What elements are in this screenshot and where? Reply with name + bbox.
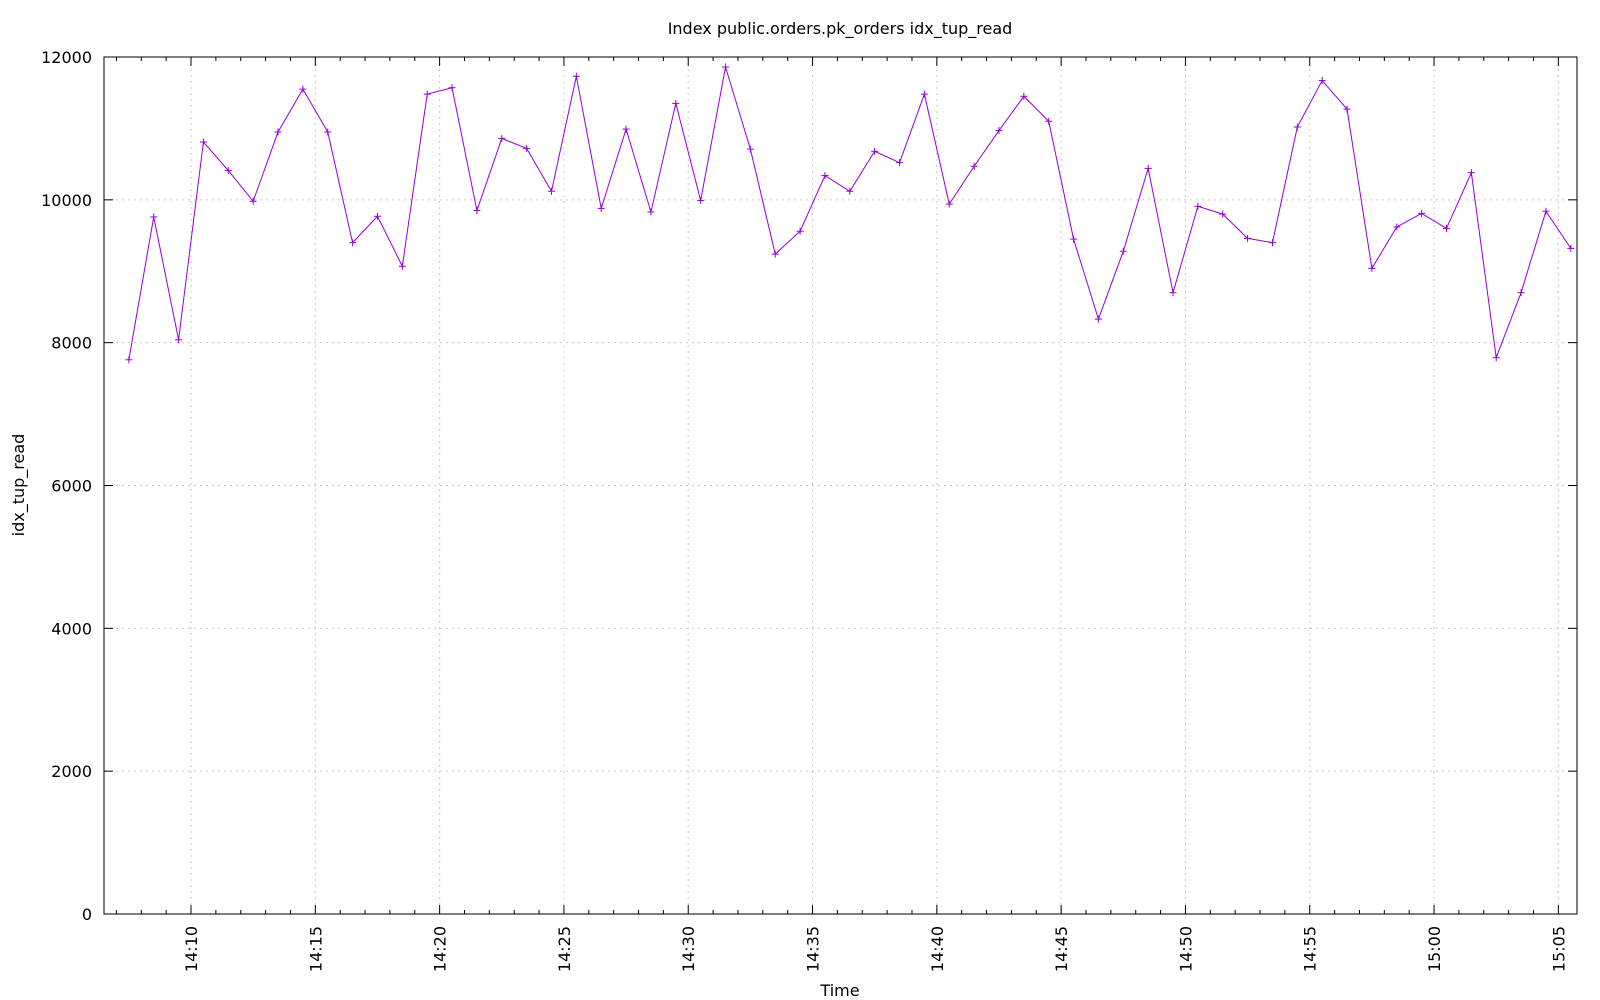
data-point xyxy=(746,145,754,153)
data-point xyxy=(1393,223,1401,231)
data-point xyxy=(523,144,531,152)
x-tick-label: 14:25 xyxy=(555,926,574,972)
data-point xyxy=(722,63,730,71)
y-tick-label: 4000 xyxy=(51,619,92,638)
data-point xyxy=(622,125,630,133)
data-point xyxy=(672,99,680,107)
y-tick-label: 2000 xyxy=(51,762,92,781)
axis-ticks: 0 2000 4000 6000 8000 10000 12000 14:10 14:15 14:… xyxy=(41,48,1577,972)
x-tick-label: 14:35 xyxy=(804,926,823,972)
y-tick-label: 6000 xyxy=(51,477,92,496)
x-tick-label: 15:05 xyxy=(1549,926,1568,972)
data-point xyxy=(473,207,481,215)
series-layer xyxy=(125,63,1575,364)
data-point xyxy=(1492,354,1500,362)
data-point xyxy=(1169,289,1177,297)
data-point xyxy=(349,239,357,247)
data-point xyxy=(572,72,580,80)
data-point xyxy=(199,138,207,146)
x-tick-label: 14:55 xyxy=(1301,926,1320,972)
data-point xyxy=(1467,169,1475,177)
data-point xyxy=(821,172,829,180)
y-tick-label: 12000 xyxy=(41,48,92,67)
data-point xyxy=(597,204,605,212)
data-point xyxy=(1070,235,1078,243)
x-axis-title: Time xyxy=(819,981,859,1000)
data-point xyxy=(498,134,506,142)
data-point xyxy=(1418,209,1426,217)
data-point xyxy=(1268,239,1276,247)
data-point xyxy=(175,336,183,344)
x-tick-label: 15:00 xyxy=(1425,926,1444,972)
data-point xyxy=(125,356,133,364)
data-point xyxy=(448,84,456,92)
data-point xyxy=(1020,92,1028,100)
x-tick-label: 14:10 xyxy=(182,926,201,972)
data-point xyxy=(547,187,555,195)
x-tick-label: 14:40 xyxy=(928,926,947,972)
x-tick-label: 14:45 xyxy=(1052,926,1071,972)
data-point xyxy=(1517,289,1525,297)
y-axis-title: idx_tup_read xyxy=(9,434,29,537)
data-point xyxy=(945,200,953,208)
data-point xyxy=(373,212,381,220)
data-point xyxy=(796,227,804,235)
data-point xyxy=(1293,123,1301,131)
data-point xyxy=(771,250,779,258)
data-point xyxy=(1094,315,1102,323)
data-point xyxy=(423,90,431,98)
data-point xyxy=(324,128,332,136)
y-tick-label: 0 xyxy=(82,905,92,924)
data-point xyxy=(1119,247,1127,255)
data-point xyxy=(1194,202,1202,210)
y-tick-label: 8000 xyxy=(51,334,92,353)
data-point xyxy=(1567,244,1575,252)
data-point xyxy=(1045,117,1053,125)
grid-lines xyxy=(104,57,1577,914)
data-point xyxy=(896,159,904,167)
data-point xyxy=(1368,264,1376,272)
data-point xyxy=(1219,210,1227,218)
data-point xyxy=(1442,224,1450,232)
data-point xyxy=(970,162,978,170)
data-point xyxy=(871,147,879,155)
chart-title: Index public.orders.pk_orders idx_tup_re… xyxy=(668,19,1013,39)
data-point xyxy=(299,85,307,93)
data-point xyxy=(920,90,928,98)
data-point xyxy=(1144,164,1152,172)
data-point xyxy=(1343,105,1351,113)
x-tick-label: 14:20 xyxy=(431,926,450,972)
data-point xyxy=(995,127,1003,135)
y-tick-label: 10000 xyxy=(41,191,92,210)
x-tick-label: 14:50 xyxy=(1176,926,1195,972)
data-point xyxy=(224,167,232,175)
x-tick-label: 14:15 xyxy=(306,926,325,972)
data-point xyxy=(647,208,655,216)
data-point xyxy=(697,197,705,205)
data-point xyxy=(1244,234,1252,242)
data-point xyxy=(249,197,257,205)
data-point xyxy=(274,128,282,136)
data-point xyxy=(1318,77,1326,85)
data-point xyxy=(150,213,158,221)
x-tick-label: 14:30 xyxy=(679,926,698,972)
data-point xyxy=(398,262,406,270)
data-point xyxy=(846,187,854,195)
series-line xyxy=(128,66,1572,360)
data-point xyxy=(1542,207,1550,215)
